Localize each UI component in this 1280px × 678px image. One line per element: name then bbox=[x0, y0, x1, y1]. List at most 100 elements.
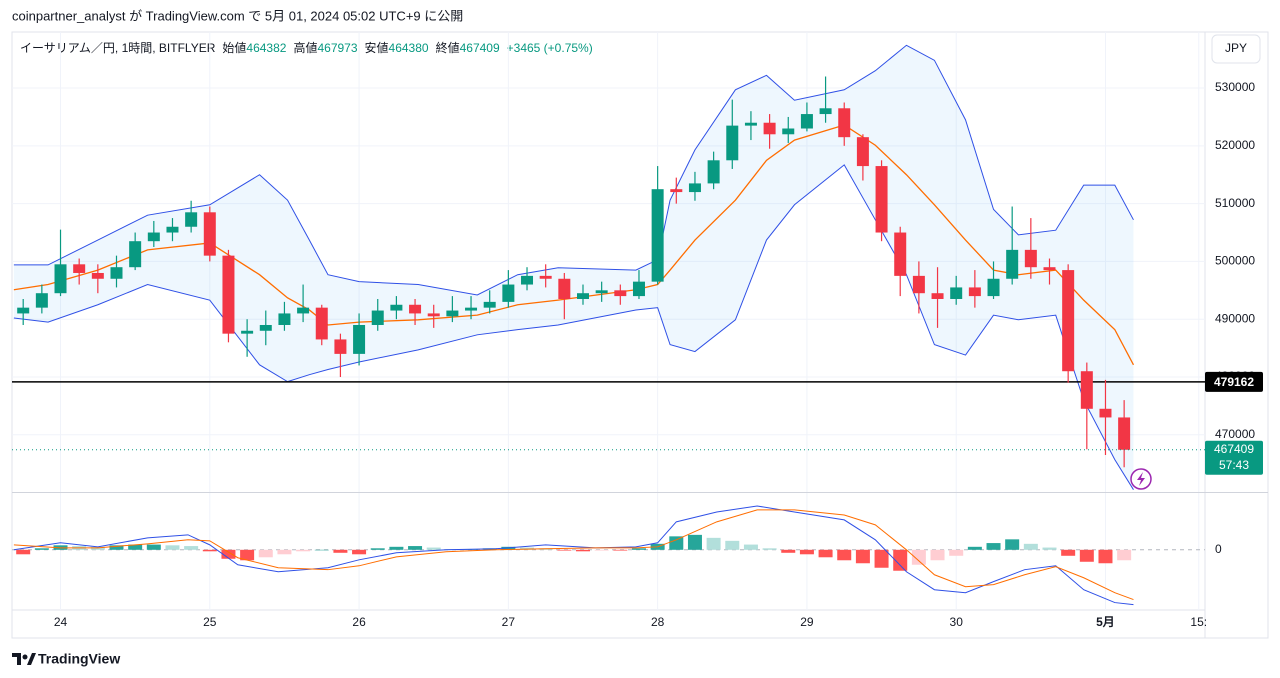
candle-body bbox=[17, 307, 30, 314]
band-fill bbox=[13, 45, 1134, 490]
candle-body bbox=[521, 275, 534, 285]
histogram-bar bbox=[1023, 543, 1038, 550]
histogram-bar bbox=[893, 549, 908, 571]
candle-body bbox=[259, 324, 272, 331]
candle-body bbox=[203, 212, 216, 256]
histogram-bar bbox=[333, 549, 348, 553]
ohlc-label: 安値 bbox=[364, 41, 389, 55]
candle-body bbox=[558, 278, 571, 299]
x-tick-label: 29 bbox=[800, 615, 814, 629]
candle-body bbox=[297, 307, 310, 314]
candle-body bbox=[576, 293, 589, 299]
last-price-tag bbox=[1205, 440, 1263, 475]
histogram-bar bbox=[855, 549, 870, 564]
histogram-bar bbox=[687, 534, 702, 550]
ohlc-value: 467409 bbox=[459, 41, 500, 55]
candle-body bbox=[856, 137, 869, 167]
candle-body bbox=[91, 272, 104, 279]
histogram-bar bbox=[240, 549, 255, 561]
candle-body bbox=[800, 114, 813, 129]
legend: イーサリアム／円, 1時間, BITFLYER 始値464382 高値467973 安… bbox=[20, 39, 593, 56]
currency-button[interactable] bbox=[1211, 34, 1261, 64]
candle-body bbox=[241, 330, 254, 334]
candle-body bbox=[707, 160, 720, 184]
candle-body bbox=[931, 293, 944, 299]
ohlc-label: 始値 bbox=[222, 41, 247, 55]
candle-body bbox=[744, 122, 757, 126]
logo bbox=[12, 653, 36, 665]
candle-body bbox=[782, 128, 795, 135]
candle-body bbox=[539, 275, 552, 279]
candle-body bbox=[632, 281, 645, 297]
candle-body bbox=[278, 313, 291, 325]
histogram-bar bbox=[911, 549, 926, 565]
histogram-bar bbox=[874, 549, 889, 568]
histogram-bar bbox=[165, 545, 180, 550]
histogram-bar bbox=[1098, 549, 1113, 564]
candle-body bbox=[185, 212, 198, 227]
candle-body bbox=[1043, 267, 1056, 271]
histogram-bar bbox=[370, 548, 385, 550]
y-tick-label: 490000 bbox=[1215, 311, 1255, 325]
candle-body bbox=[987, 278, 1000, 297]
histogram-bar bbox=[34, 548, 49, 550]
candle-body bbox=[483, 301, 496, 308]
histogram-bar bbox=[408, 546, 423, 550]
macd-tick-label: 0 bbox=[1215, 542, 1222, 556]
candle-body bbox=[409, 304, 422, 314]
candle-body bbox=[1080, 371, 1093, 409]
candle-body bbox=[147, 232, 160, 242]
histogram-bar bbox=[109, 545, 124, 550]
x-tick-label: 28 bbox=[651, 615, 665, 629]
candle-body bbox=[726, 125, 739, 161]
candle-body bbox=[502, 284, 515, 302]
histogram-bar bbox=[1005, 539, 1020, 550]
publisher: coinpartner_analyst が TradingView.com で … bbox=[12, 8, 463, 23]
logo-mark bbox=[12, 653, 21, 665]
x-tick-label: 5月 bbox=[1096, 615, 1115, 629]
last-price-label: 467409 bbox=[1214, 442, 1254, 456]
histogram-bar bbox=[352, 549, 367, 555]
histogram-bar bbox=[296, 549, 311, 552]
hline-tag bbox=[1205, 371, 1263, 392]
candle-body bbox=[912, 275, 925, 294]
band-middle bbox=[13, 124, 1135, 366]
macd-line bbox=[13, 505, 1134, 606]
y-tick-label: 470000 bbox=[1215, 427, 1255, 441]
histogram-bar bbox=[706, 537, 721, 550]
candle-body bbox=[763, 122, 776, 135]
x-tick-label: 25 bbox=[203, 615, 217, 629]
candle-body bbox=[315, 307, 328, 340]
histogram-bar bbox=[575, 549, 590, 552]
histogram-bar bbox=[426, 547, 441, 550]
currency[interactable]: JPY bbox=[1225, 41, 1247, 55]
y-tick-label: 510000 bbox=[1215, 196, 1255, 210]
candle-body bbox=[35, 293, 48, 308]
logo-dot bbox=[22, 654, 28, 660]
change: +3465 (+0.75%) bbox=[506, 41, 593, 55]
candle-body bbox=[465, 307, 478, 311]
histogram-bar bbox=[967, 546, 982, 550]
histogram-bar bbox=[1042, 547, 1057, 550]
histogram-bar bbox=[314, 549, 329, 551]
candle-body bbox=[595, 290, 608, 294]
x-tick-label: 27 bbox=[502, 615, 516, 629]
histogram-bar bbox=[557, 549, 572, 551]
band-upper bbox=[13, 44, 1134, 296]
hline-tag-label: 479162 bbox=[1214, 375, 1254, 389]
band-lower bbox=[13, 164, 1134, 490]
countdown: 57:43 bbox=[1219, 458, 1249, 472]
histogram-bar bbox=[949, 549, 964, 556]
histogram-bar bbox=[277, 549, 292, 555]
histogram-bar bbox=[202, 549, 217, 552]
histogram-bar bbox=[146, 544, 161, 550]
histogram-bar bbox=[501, 546, 516, 550]
candle-body bbox=[371, 310, 384, 325]
candle-body bbox=[894, 232, 907, 276]
histogram-bar bbox=[743, 544, 758, 550]
frame bbox=[11, 31, 1269, 639]
ohlc-value: 464380 bbox=[388, 41, 429, 55]
candle-body bbox=[651, 189, 664, 282]
x-tick-label: 30 bbox=[950, 615, 964, 629]
